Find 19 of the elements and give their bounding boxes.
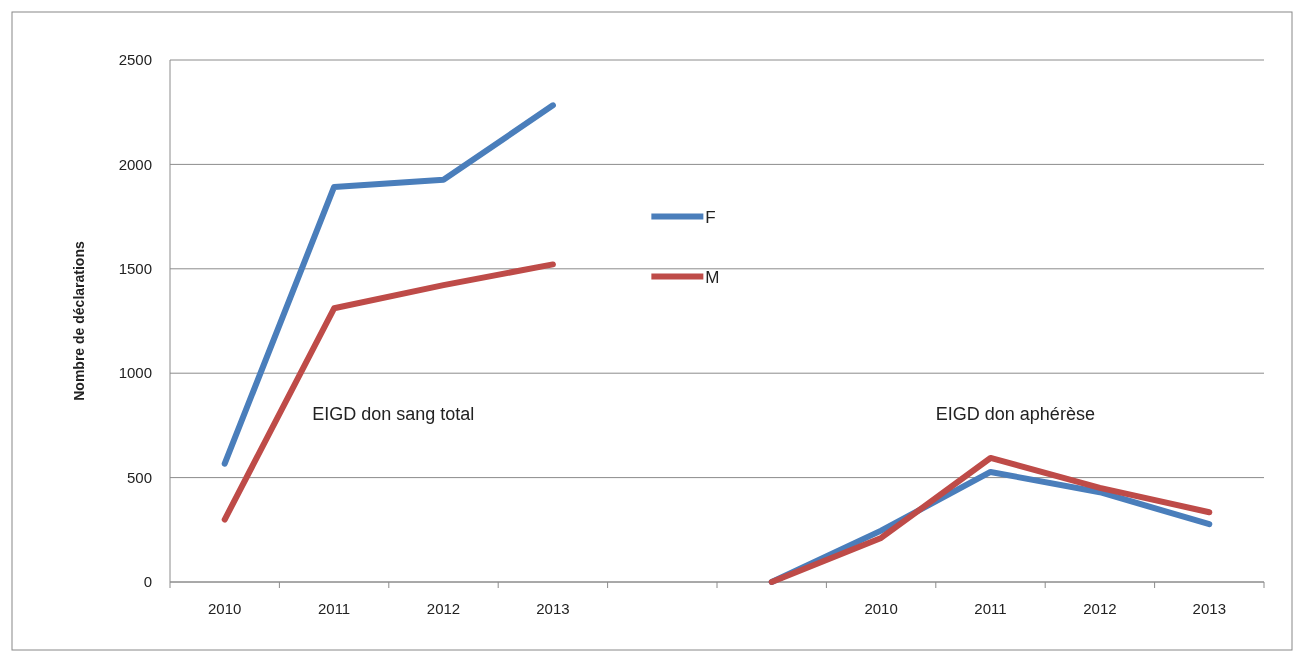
y-tick-label: 1000 — [118, 364, 152, 382]
x-tick-label: 2010 — [864, 600, 898, 617]
x-tick-label: 2013 — [1192, 600, 1226, 617]
annotation: EIGD don aphérèse — [935, 404, 1095, 425]
y-tick-label: 1500 — [118, 260, 152, 278]
legend-label: F — [705, 207, 716, 227]
x-tick-label: 2010 — [208, 600, 242, 617]
y-tick-label: 500 — [126, 468, 152, 486]
y-tick-label: 2500 — [118, 51, 152, 69]
x-tick-label: 2011 — [317, 600, 351, 617]
x-tick-label: 2012 — [426, 600, 461, 617]
y-tick-label: 2000 — [118, 155, 152, 173]
y-tick-label: 0 — [143, 573, 152, 591]
x-tick-label: 2011 — [974, 600, 1007, 617]
x-tick-label: 2012 — [1083, 600, 1117, 617]
annotation: EIGD don sang total — [312, 404, 475, 425]
x-tick-label: 2013 — [536, 600, 570, 617]
y-axis-title: Nombre de déclarations — [71, 241, 87, 401]
legend-label: M — [705, 267, 720, 287]
